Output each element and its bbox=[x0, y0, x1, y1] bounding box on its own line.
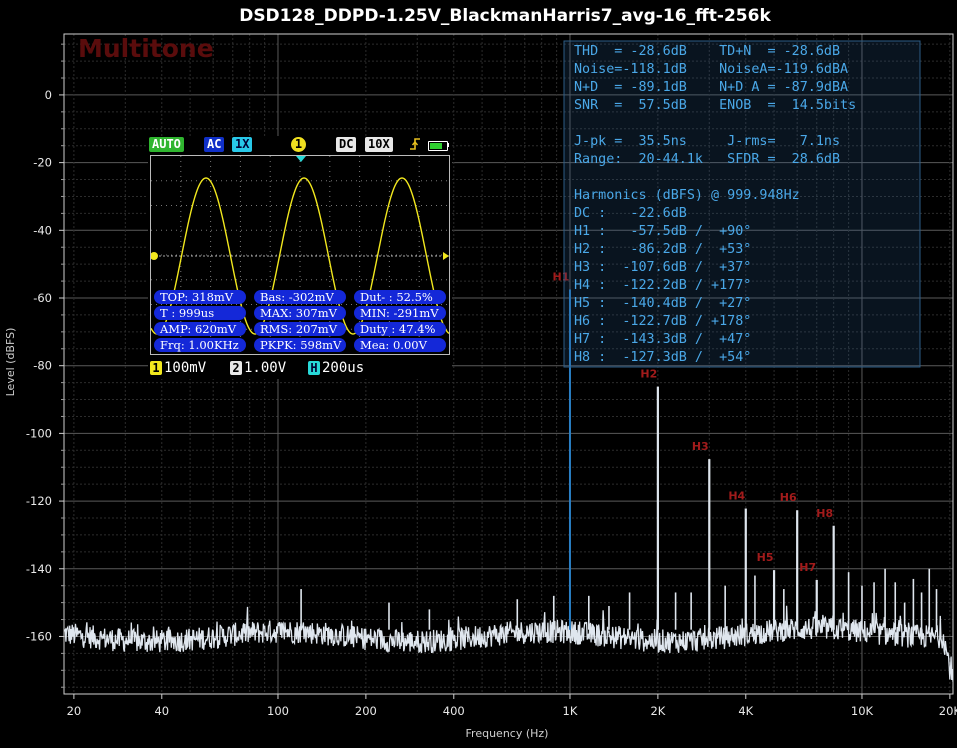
stats-line: H4 : -122.2dB / +177° bbox=[574, 278, 751, 293]
y-tick-label: -120 bbox=[26, 494, 52, 508]
spectrum-trace bbox=[64, 289, 953, 682]
ch1-chip: 1 bbox=[150, 361, 162, 375]
y-tick-labels: 0 -20 -40 -60 -80 -100 -120 -140 -160 bbox=[26, 43, 64, 688]
trigger-level-marker-left bbox=[151, 252, 158, 260]
x-tick-label: 20 bbox=[67, 704, 82, 718]
stats-line: H3 : -107.6dB / +37° bbox=[574, 260, 751, 275]
x-tick-label: 1K bbox=[563, 704, 578, 718]
scope-measurement: Mea: 0.00V bbox=[354, 338, 446, 352]
scope-coupling-badge: AC bbox=[204, 137, 225, 152]
scope-mode-badge: AUTO bbox=[149, 137, 184, 152]
stats-line: THD = -28.6dB TD+N = -28.6dB bbox=[574, 44, 840, 59]
harmonic-labels: H1 H2 H3 H4 H5 H6 H7 H8 bbox=[553, 271, 834, 574]
noise-floor-trace bbox=[64, 605, 953, 682]
stats-line: H2 : -86.2dB / +53° bbox=[574, 242, 751, 257]
stats-line: H7 : -143.3dB / +47° bbox=[574, 332, 751, 347]
stats-panel: THD = -28.6dB TD+N = -28.6dB Noise=-118.1… bbox=[563, 40, 921, 368]
y-tick-label: -160 bbox=[26, 629, 52, 643]
timebase-chip: H bbox=[308, 361, 320, 375]
scope-screen bbox=[150, 155, 450, 355]
scope-measurement: RMS: 207mV bbox=[254, 322, 346, 336]
x-tick-labels: 20 40 100 200 400 1K 2K 4K 10K 20K bbox=[67, 694, 957, 718]
harmonic-label-h1: H1 bbox=[553, 271, 570, 284]
x-tick-label: 4K bbox=[738, 704, 753, 718]
harmonic-label-h3: H3 bbox=[692, 440, 709, 453]
harmonic-label-h4: H4 bbox=[728, 490, 745, 503]
x-tick-label: 40 bbox=[154, 704, 169, 718]
scope-channel-marker: 1 bbox=[291, 137, 306, 152]
scope-status-bar: AUTO AC 1X 1 DC 10X bbox=[148, 136, 452, 154]
stats-line: H6 : -122.7dB / +178° bbox=[574, 314, 751, 329]
harmonic-label-h7: H7 bbox=[799, 561, 816, 574]
stats-line: H1 : -57.5dB / +90° bbox=[574, 224, 751, 239]
x-tick-label: 20K bbox=[939, 704, 957, 718]
ch2-chip: 2 bbox=[230, 361, 242, 375]
ch1-scale: 100mV bbox=[164, 360, 207, 376]
scope-probe2-badge: 10X bbox=[365, 137, 393, 152]
harmonic-label-h8: H8 bbox=[816, 507, 833, 520]
chart-title: DSD128_DDPD-1.25V_BlackmanHarris7_avg-16… bbox=[239, 6, 771, 26]
scope-measurement: T : 999us bbox=[154, 306, 246, 320]
battery-icon bbox=[428, 141, 448, 151]
plot-frame bbox=[63, 33, 954, 695]
stats-line: Noise=-118.1dB NoiseA=-119.6dBA bbox=[574, 62, 848, 77]
harmonic-label-h5: H5 bbox=[757, 551, 774, 564]
scope-measurement: MIN: -291mV bbox=[354, 306, 446, 320]
stats-lines: THD = -28.6dB TD+N = -28.6dB Noise=-118.1… bbox=[574, 44, 856, 365]
watermark-logo: Multitone bbox=[78, 34, 214, 63]
x-tick-label: 400 bbox=[443, 704, 465, 718]
trigger-level-marker-right bbox=[443, 252, 449, 260]
scope-measurement: AMP: 620mV bbox=[154, 322, 246, 336]
y-tick-label: -40 bbox=[33, 223, 52, 237]
scope-measurement: MAX: 307mV bbox=[254, 306, 346, 320]
stats-line: DC : -22.6dB bbox=[574, 206, 687, 221]
harmonic-label-h2: H2 bbox=[640, 368, 657, 381]
stats-line: Harmonics (dBFS) @ 999.948Hz bbox=[574, 188, 800, 203]
x-axis-label: Frequency (Hz) bbox=[466, 727, 549, 740]
x-tick-label: 2K bbox=[650, 704, 665, 718]
stats-line: Range: 20-44.1k SFDR = 28.6dB bbox=[574, 152, 840, 167]
scope-measurement: Frq: 1.00KHz bbox=[154, 338, 246, 352]
y-tick-label: -100 bbox=[26, 426, 52, 440]
stats-line: J-pk = 35.5ns J-rms= 7.1ns bbox=[574, 134, 840, 149]
scope-measurement: Duty : 47.4% bbox=[354, 322, 446, 336]
trigger-position-marker bbox=[296, 156, 306, 162]
stats-line: SNR = 57.5dB ENOB = 14.5bits bbox=[574, 98, 856, 113]
scope-waveform bbox=[151, 177, 449, 335]
rising-edge-trigger-icon bbox=[406, 137, 424, 152]
stats-box bbox=[563, 40, 921, 368]
y-tick-label: -60 bbox=[33, 291, 52, 305]
oscilloscope-inset: AUTO AC 1X 1 DC 10X TOP: 318mV Bas: -302m… bbox=[148, 136, 452, 379]
y-axis-label: Level (dBFS) bbox=[4, 328, 17, 397]
scope-measurement: TOP: 318mV bbox=[154, 290, 246, 304]
scope-dc-badge: DC bbox=[336, 137, 357, 152]
scope-scale-bar: 1 100mV 2 1.00V H 200us bbox=[148, 359, 452, 377]
harmonic-label-h6: H6 bbox=[780, 491, 797, 504]
x-tick-label: 200 bbox=[355, 704, 377, 718]
y-tick-label: -20 bbox=[33, 156, 52, 170]
scope-measurement: Dut- : 52.5% bbox=[354, 290, 446, 304]
y-tick-label: -140 bbox=[26, 562, 52, 576]
ch2-scale: 1.00V bbox=[244, 360, 287, 376]
scope-measurement: PKPK: 598mV bbox=[254, 338, 346, 352]
x-tick-label: 10K bbox=[851, 704, 874, 718]
stats-line: H5 : -140.4dB / +27° bbox=[574, 296, 751, 311]
y-tick-label: -80 bbox=[33, 359, 52, 373]
timebase-scale: 200us bbox=[322, 360, 365, 376]
y-tick-label: 0 bbox=[45, 88, 52, 102]
scope-probe-badge: 1X bbox=[232, 137, 253, 152]
x-tick-label: 100 bbox=[267, 704, 289, 718]
stats-line: H8 : -127.3dB / +54° bbox=[574, 350, 751, 365]
scope-measurement: Bas: -302mV bbox=[254, 290, 346, 304]
stats-line: N+D = -89.1dB N+D A = -87.9dBA bbox=[574, 80, 848, 95]
scope-waveform-area bbox=[151, 156, 449, 354]
